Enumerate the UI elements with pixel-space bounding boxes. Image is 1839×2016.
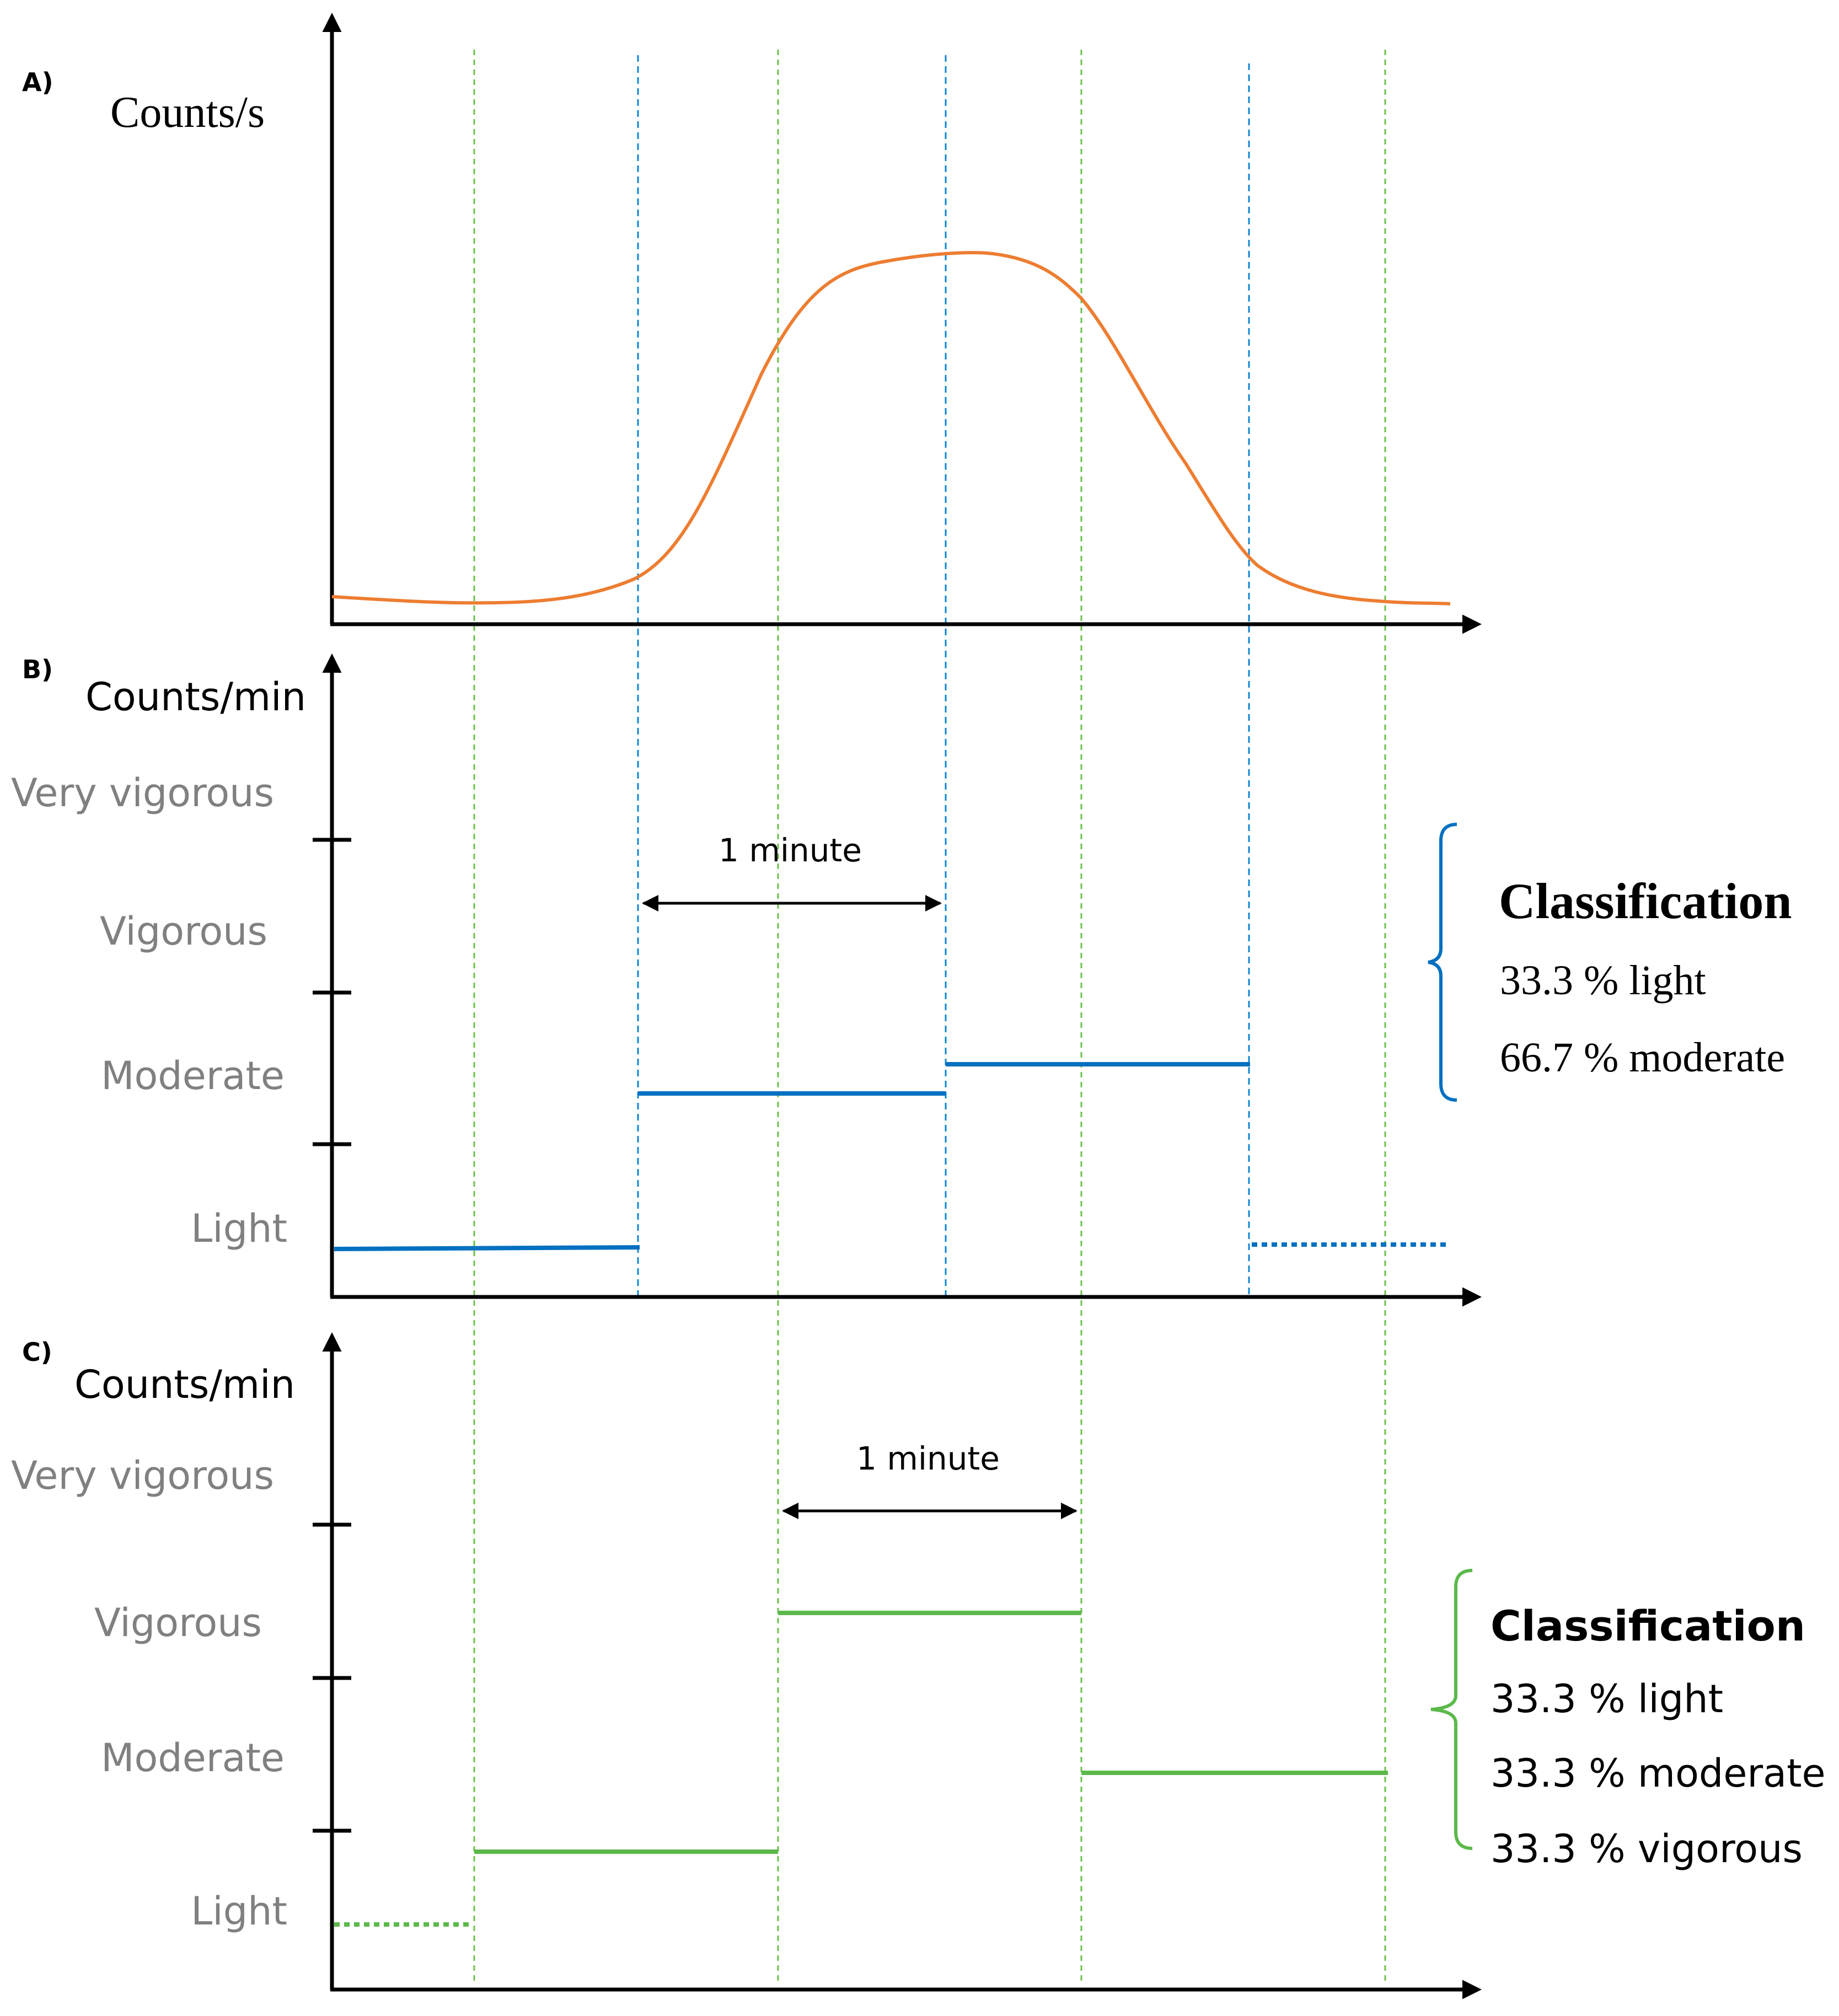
panel-c-classification-light: 33.3 % light [1490,1676,1723,1722]
panel-a-ylabel: Counts/s [110,88,265,137]
panel-c-ylabel: Counts/min [74,1362,295,1407]
panel-c-letter: C) [22,1337,52,1367]
panel-b: B) Counts/min Very vigorous Vigorous Mod… [11,653,1792,1307]
panel-c-classification-moderate: 33.3 % moderate [1490,1751,1826,1796]
panel-c-level-very-vigorous: Very vigorous [11,1453,274,1498]
panel-b-level-moderate: Moderate [101,1053,285,1098]
panel-c-level-light: Light [191,1889,287,1934]
panel-b-classification-title: Classification [1499,873,1792,929]
panel-b-letter: B) [22,655,53,684]
blue-epoch-1 [334,1245,640,1251]
panel-c: C) Counts/min Very vigorous Vigorous Mod… [11,1332,1826,1999]
counts-per-second-curve [331,251,1451,605]
panel-b-classification-light: 33.3 % light [1500,957,1706,1004]
panel-c-level-moderate: Moderate [101,1735,285,1781]
panel-c-interval-label: 1 minute [856,1440,1000,1477]
panel-c-brace [1430,1569,1473,1850]
panel-b-level-vigorous: Vigorous [100,909,267,954]
panel-a: A) Counts/s [22,13,1482,634]
epoch-boundaries-blue [637,55,1250,1297]
panel-b-interval-label: 1 minute [719,832,862,869]
panel-b-level-very-vigorous: Very vigorous [11,770,274,816]
panel-c-classification-title: Classification [1490,1601,1805,1650]
panel-b-brace [1428,823,1457,1102]
panel-c-classification-vigorous: 33.3 % vigorous [1490,1826,1803,1872]
panel-b-ylabel: Counts/min [85,674,306,720]
panel-c-level-vigorous: Vigorous [94,1600,262,1645]
panel-b-level-light: Light [191,1206,287,1251]
epoch-boundaries-green [473,50,1386,1985]
panel-a-letter: A) [22,67,53,97]
panel-b-classification-moderate: 66.7 % moderate [1500,1034,1785,1081]
